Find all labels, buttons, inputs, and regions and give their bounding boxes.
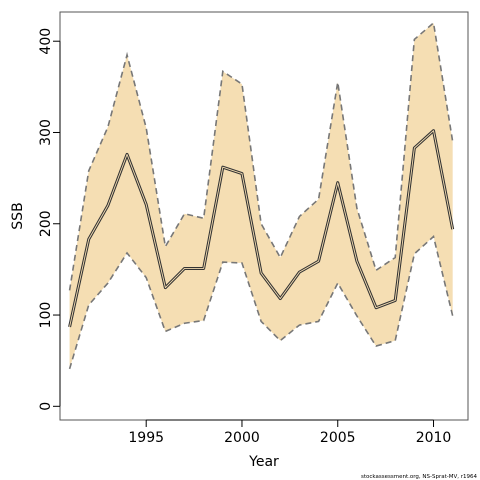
y-tick-label: 100 — [38, 302, 54, 329]
y-tick-label: 400 — [38, 28, 54, 55]
y-tick-label: 200 — [38, 210, 54, 237]
confidence-band — [69, 22, 453, 369]
x-tick-label: 2005 — [320, 430, 356, 446]
y-tick-label: 300 — [38, 119, 54, 146]
x-axis: 1995 2000 2005 2010 — [128, 419, 452, 446]
ssb-estimate-line — [69, 130, 454, 327]
confidence-band-layer — [69, 22, 453, 369]
x-tick-label: 2000 — [224, 430, 260, 446]
x-tick-label: 1995 — [128, 430, 164, 446]
series-line-layer — [68, 21, 455, 370]
x-axis-label: Year — [248, 454, 279, 470]
x-tick-label: 2010 — [416, 430, 452, 446]
source-note: stockassessment.org, NS-Sprat-MV, r1964 — [361, 474, 477, 480]
y-axis-label: SSB — [10, 202, 26, 229]
lower-bound-line — [68, 235, 454, 370]
y-axis: 0 100 200 300 400 — [38, 28, 61, 411]
upper-bound-line — [68, 21, 454, 291]
y-tick-label: 0 — [38, 402, 54, 411]
